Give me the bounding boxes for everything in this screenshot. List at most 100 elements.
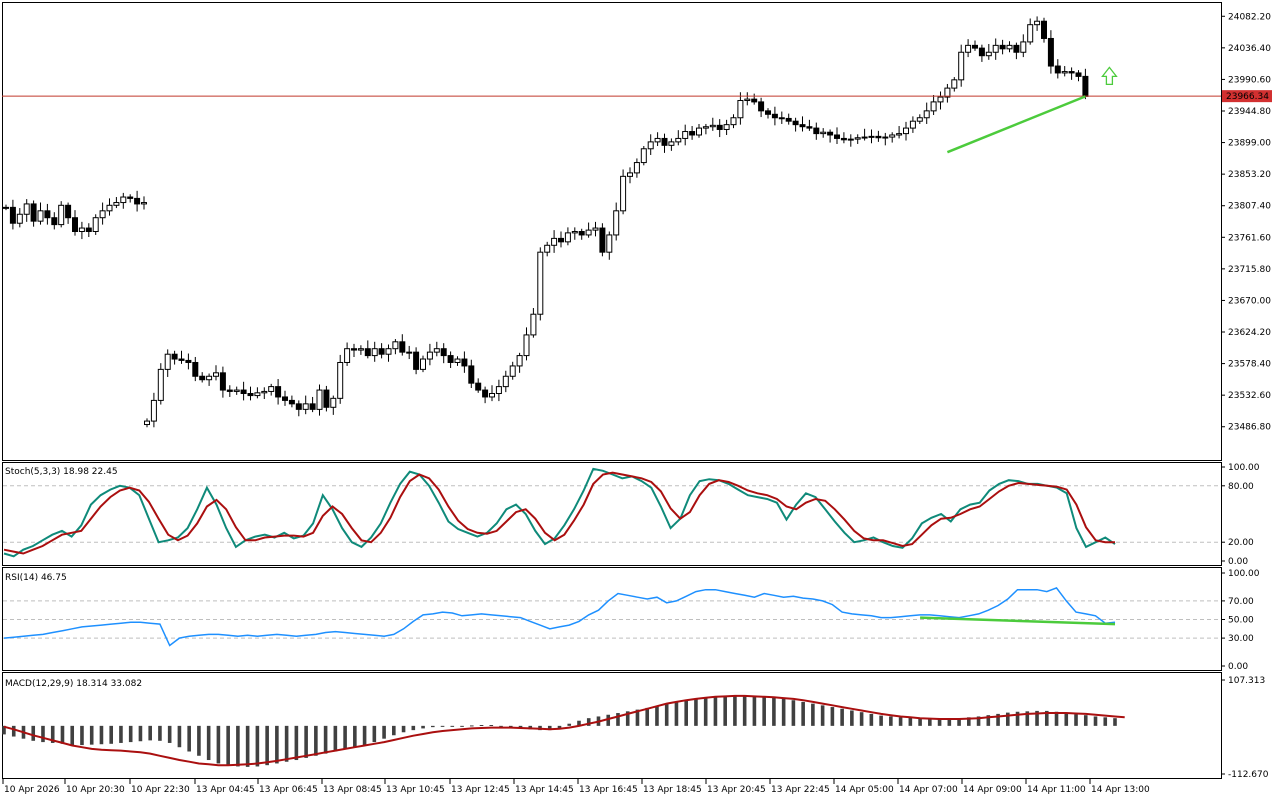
- macd-histogram-bar: [557, 725, 562, 728]
- macd-histogram-bar: [1015, 711, 1020, 726]
- macd-histogram-bar: [489, 725, 494, 727]
- macd-histogram-bar: [119, 725, 123, 743]
- candle-body: [882, 136, 889, 139]
- macd-histogram-bar: [694, 698, 698, 726]
- candle-body: [661, 137, 668, 146]
- candle-body: [219, 372, 226, 391]
- macd-histogram-bar: [723, 695, 727, 726]
- candle-body: [199, 375, 206, 381]
- stoch-tick-label: 80.00: [1228, 482, 1254, 492]
- macd-histogram-bar: [703, 697, 708, 726]
- time-tick-label: 13 Apr 08:45: [323, 785, 382, 795]
- candle-body: [268, 386, 275, 392]
- candle-body: [99, 210, 106, 219]
- candle-body: [489, 393, 495, 398]
- macd-histogram-bar: [421, 725, 425, 729]
- candle-body: [364, 348, 371, 357]
- candle-body: [951, 79, 958, 89]
- macd-histogram-bar: [898, 717, 903, 726]
- price-tick-label: 23853.20: [1228, 170, 1271, 180]
- price-tick-label: 24082.20: [1228, 12, 1271, 22]
- macd-histogram-bar: [928, 718, 932, 726]
- rsi-layer: 100.00 70.00 50.00 30.00 0.00: [3, 569, 1260, 672]
- candle-body: [792, 120, 799, 126]
- stoch-label: Stoch(5,3,3) 18.98 22.45: [5, 467, 118, 477]
- candle-body: [530, 313, 537, 336]
- macd-histogram-bar: [392, 725, 396, 736]
- rsi-series-line: [3, 586, 1116, 647]
- macd-histogram-bar: [1113, 718, 1117, 726]
- price-panel-frame: [2, 2, 1222, 461]
- macd-histogram-bar: [109, 725, 114, 744]
- candle-body: [633, 162, 640, 174]
- macd-histogram-bar: [343, 725, 347, 750]
- price-axis: 24082.20 24036.40 23990.60 23944.80 23899.00…: [1221, 12, 1272, 433]
- macd-histogram-bar: [801, 701, 805, 726]
- candle-body: [51, 217, 58, 226]
- macd-histogram-bar: [401, 725, 406, 733]
- macd-layer: 107.313 -112.670: [2, 676, 1269, 780]
- macd-histogram-bar: [577, 720, 581, 726]
- stoch-tick-label: 0.00: [1228, 557, 1248, 567]
- candle-body: [192, 361, 199, 377]
- candle-body: [502, 375, 509, 388]
- macd-histogram-bar: [440, 725, 445, 727]
- stoch-series-line: [3, 467, 1116, 558]
- candle-body: [344, 348, 351, 363]
- macd-histogram-bar: [70, 725, 75, 746]
- candle-body: [399, 341, 406, 353]
- macd-histogram-bar: [284, 725, 289, 762]
- rsi-trendline: [920, 616, 1116, 626]
- macd-histogram-bar: [820, 705, 825, 726]
- candle-body: [847, 138, 854, 141]
- candle-body: [544, 244, 551, 253]
- candle-body: [1034, 20, 1041, 26]
- candle-body: [592, 227, 599, 231]
- candle-body: [440, 348, 447, 357]
- candle-body: [744, 98, 751, 102]
- candle-body: [730, 117, 737, 126]
- candle-body: [1006, 44, 1013, 50]
- candle-body: [92, 217, 99, 233]
- macd-histogram-bar: [1103, 717, 1108, 726]
- candle-body: [992, 44, 999, 53]
- candle-body: [85, 227, 92, 232]
- candle-body: [778, 117, 785, 120]
- macd-histogram-bar: [148, 725, 152, 741]
- candle-body: [323, 389, 330, 408]
- macd-histogram-bar: [918, 718, 922, 726]
- candle-body: [785, 117, 792, 122]
- candle-body: [827, 131, 834, 136]
- candle-body: [654, 137, 661, 143]
- candle-body: [682, 131, 689, 139]
- candle-body: [564, 232, 571, 243]
- candle-body: [620, 175, 627, 212]
- stoch-series-line: [3, 471, 1115, 555]
- macd-histogram-bar: [167, 725, 172, 743]
- stoch-panel-frame: [2, 462, 1222, 566]
- candle-body: [233, 389, 240, 392]
- price-tick-label: 23807.40: [1228, 202, 1271, 212]
- candle-body: [72, 217, 78, 233]
- macd-histogram-bar: [674, 701, 679, 726]
- macd-histogram-bar: [986, 715, 991, 726]
- candle-body: [771, 113, 778, 119]
- macd-histogram-bar: [255, 725, 260, 767]
- macd-histogram-bar: [781, 698, 786, 726]
- current-price-tag: [1222, 90, 1272, 103]
- candle-body: [702, 126, 709, 129]
- time-tick-label: 14 Apr 09:00: [963, 785, 1022, 795]
- macd-histogram-bar: [967, 717, 971, 726]
- candle-body: [254, 392, 261, 397]
- macd-histogram-bar: [937, 718, 942, 726]
- candle-body: [213, 372, 219, 377]
- candle-body: [751, 98, 758, 103]
- time-tick-label: 13 Apr 14:45: [515, 785, 574, 795]
- candle-body: [127, 196, 134, 199]
- macd-histogram-bar: [411, 725, 416, 731]
- macd-signal-line: [3, 694, 1125, 767]
- candle-body: [1047, 37, 1054, 67]
- macd-tick-label: -112.670: [1228, 770, 1269, 780]
- candle-body: [985, 51, 992, 57]
